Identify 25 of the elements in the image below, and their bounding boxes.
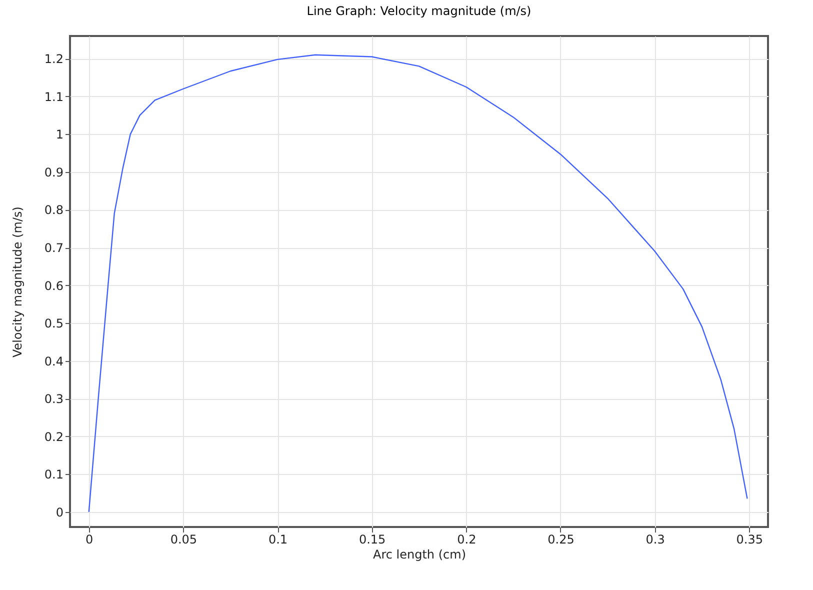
x-tick-label: 0.1 xyxy=(268,532,288,546)
y-tick-label: 0.4 xyxy=(44,354,64,368)
y-tick-label: 0.5 xyxy=(44,316,64,331)
y-tick-label: 1.1 xyxy=(44,90,64,104)
y-axis-title: Velocity magnitude (m/s) xyxy=(10,206,24,358)
y-tick-label: 0.6 xyxy=(44,278,64,293)
y-tick-label: 1.2 xyxy=(44,52,64,66)
x-tick-label: 0.2 xyxy=(457,532,476,546)
y-tick-label: 0 xyxy=(56,505,64,520)
y-tick-label: 0.7 xyxy=(44,241,64,256)
x-tick-label: 0.05 xyxy=(170,532,198,546)
x-axis-title: Arc length (cm) xyxy=(372,548,466,562)
y-tick-label: 1 xyxy=(56,128,64,142)
line-series xyxy=(88,54,748,512)
y-tick-label: 0.1 xyxy=(44,468,64,482)
y-tick-label: 0.8 xyxy=(44,203,64,218)
x-tick-label: 0.25 xyxy=(548,532,574,546)
y-tick-label: 0.3 xyxy=(44,392,64,406)
y-tick-label: 0.2 xyxy=(44,430,64,444)
x-tick-label: 0.3 xyxy=(646,532,665,546)
x-tick-label: 0 xyxy=(86,532,94,546)
x-tick-label: 0.35 xyxy=(736,532,763,546)
chart-title: Line Graph: Velocity magnitude (m/s) xyxy=(306,4,532,18)
x-tick-label: 0.15 xyxy=(358,532,386,546)
y-tick-label: 0.9 xyxy=(44,165,64,180)
